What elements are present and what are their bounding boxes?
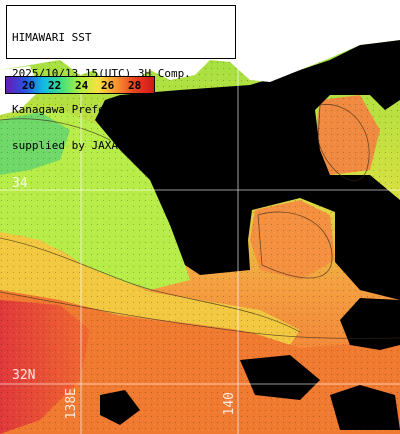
lat-label-34: 34 bbox=[12, 176, 28, 191]
cloud-mask-southwest bbox=[100, 390, 140, 425]
scale-tick-20: 20 bbox=[22, 79, 36, 92]
cloud-mask-east bbox=[340, 298, 400, 350]
color-scale-bar: 20 22 24 26 28 bbox=[5, 76, 155, 94]
lon-label-140: 140 bbox=[222, 392, 237, 416]
cloud-mask-south bbox=[240, 355, 320, 400]
product-title: HIMAWARI SST bbox=[12, 31, 92, 44]
info-box: HIMAWARI SST 2025/10/13 15(UTC) 3H Comp.… bbox=[6, 5, 236, 152]
lat-label-32n: 32N bbox=[12, 368, 36, 383]
data-provider: supplied by JAXA bbox=[12, 139, 118, 152]
sst-contours bbox=[0, 104, 400, 339]
cloud-mask-southeast bbox=[330, 385, 400, 430]
scale-tick-26: 26 bbox=[101, 79, 115, 92]
scale-tick-28: 28 bbox=[128, 79, 142, 92]
region-label: Kanagawa Prefecture bbox=[12, 103, 138, 116]
scale-tick-22: 22 bbox=[48, 79, 62, 92]
lon-label-138e: 138E bbox=[64, 388, 79, 420]
scale-tick-24: 24 bbox=[75, 79, 89, 92]
cloud-mask-main bbox=[95, 40, 400, 300]
